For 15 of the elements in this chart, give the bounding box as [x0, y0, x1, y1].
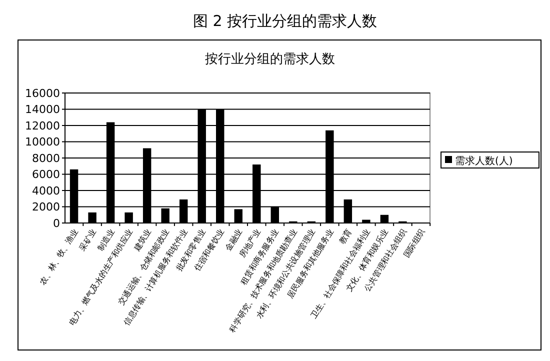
- legend-label: 需求人数(人): [455, 155, 513, 167]
- y-tick-label: 2000: [32, 200, 60, 214]
- chart-title: 图 2 按行业分组的需求人数: [192, 12, 378, 30]
- x-tick-label: 教育: [338, 227, 354, 246]
- y-tick-label: 8000: [32, 152, 60, 165]
- chart-subtitle: 按行业分组的需求人数: [205, 52, 335, 67]
- y-tick-label: 16000: [25, 86, 60, 100]
- y-tick-label: 0: [53, 216, 60, 230]
- x-tick-label: 采矿业: [78, 227, 98, 252]
- y-tick-label: 12000: [25, 119, 60, 132]
- y-tick-label: 10000: [25, 136, 60, 149]
- y-tick-label: 14000: [25, 103, 60, 116]
- y-tick-label: 4000: [32, 184, 60, 198]
- x-tick-label: 农、林、牧、渔业: [38, 227, 80, 286]
- y-tick-label: 6000: [32, 168, 60, 182]
